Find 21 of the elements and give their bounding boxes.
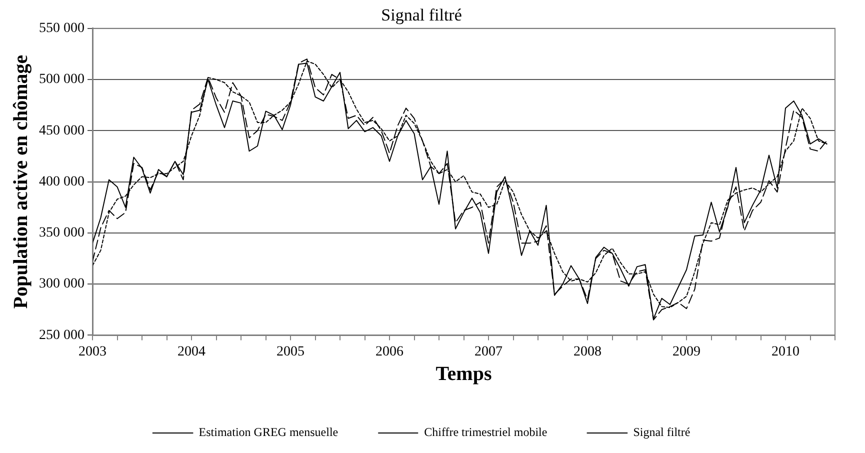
- y-axis-title: Population active en chômage: [10, 54, 32, 309]
- legend-label: Estimation GREG mensuelle: [198, 425, 338, 440]
- x-tick-label: 2006: [376, 344, 404, 360]
- x-tick-label: 2007: [474, 344, 502, 360]
- legend-label: Chiffre trimestriel mobile: [424, 425, 548, 440]
- y-tick-label: 300 000: [39, 276, 84, 292]
- x-tick-label: 2009: [672, 344, 700, 360]
- y-tick-label: 450 000: [39, 123, 84, 138]
- x-axis-title: Temps: [436, 363, 492, 386]
- x-tick-label: 2008: [574, 344, 602, 360]
- y-tick-label: 250 000: [39, 328, 84, 343]
- y-tick-label: 350 000: [39, 226, 84, 241]
- y-tick-label: 500 000: [39, 72, 84, 88]
- legend-label: Signal filtré: [633, 425, 690, 440]
- y-tick-label: 550 000: [39, 21, 84, 36]
- chart-title: Signal filtré: [381, 6, 462, 25]
- x-tick-label: 2003: [78, 344, 106, 360]
- x-tick-label: 2005: [276, 344, 304, 360]
- x-tick-label: 2010: [772, 344, 800, 360]
- x-tick-label: 2004: [178, 344, 206, 360]
- y-tick-label: 400 000: [39, 174, 84, 190]
